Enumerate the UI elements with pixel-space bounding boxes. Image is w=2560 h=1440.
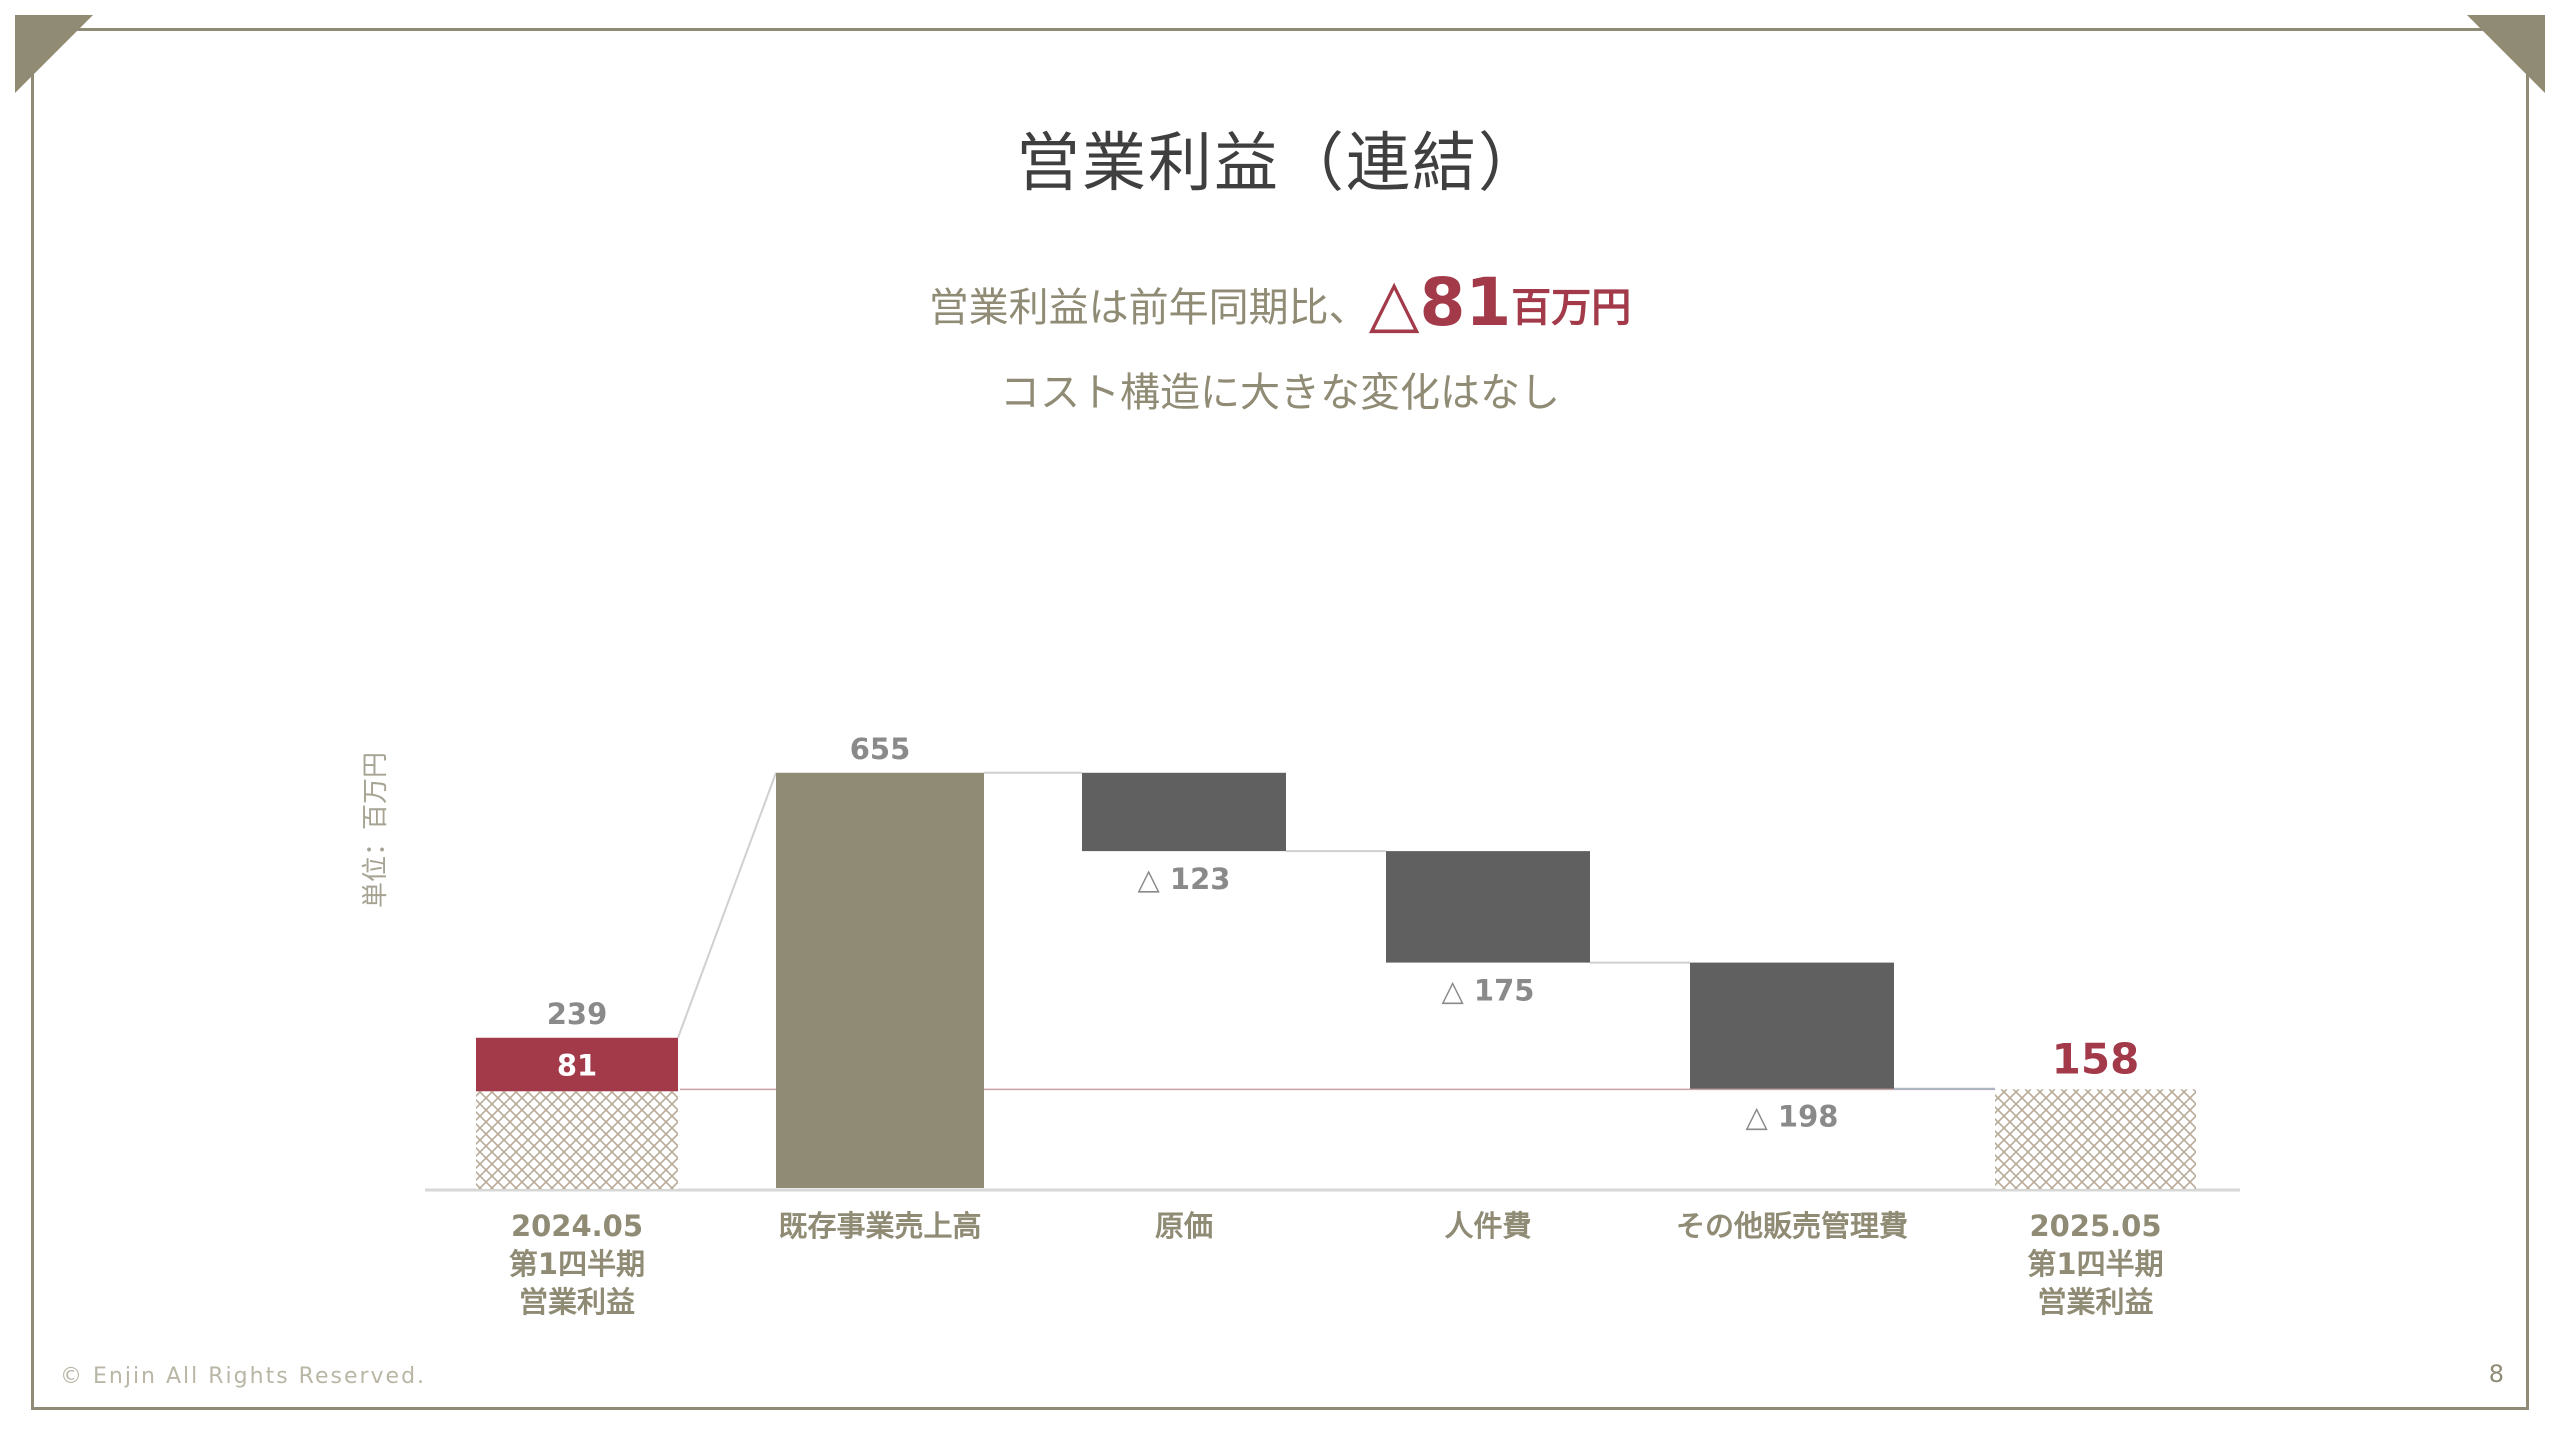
x-tick-label-0-1: 第1四半期 xyxy=(509,1247,645,1281)
page-title: 営業利益（連結） xyxy=(1016,127,1544,201)
bar-decrease-2 xyxy=(1386,851,1590,963)
bar-decrease-3 xyxy=(1690,962,1894,1089)
bar-2024-profit xyxy=(476,1037,678,1092)
subtitle-value: △81 xyxy=(1368,264,1512,341)
bar-2025-total xyxy=(1995,1089,2196,1189)
corner-decoration-top-left xyxy=(15,15,93,93)
bar-decrease-1 xyxy=(1082,772,1286,852)
subtitle-prefix: 営業利益は前年同期比、 xyxy=(928,285,1369,331)
corner-decoration-top-right xyxy=(2467,15,2545,93)
x-tick-label-5-2: 営業利益 xyxy=(2037,1285,2153,1319)
data-label-2025: 158 xyxy=(2052,1034,2140,1083)
x-tick-label-5-1: 第1四半期 xyxy=(2027,1247,2163,1281)
slide-frame xyxy=(31,28,2529,1410)
x-tick-label-2-0: 原価 xyxy=(1155,1209,1213,1243)
data-label-sales: 655 xyxy=(850,732,911,766)
x-tick-label-0-0: 2024.05 xyxy=(511,1209,643,1243)
data-label-2024-inner: 81 xyxy=(557,1049,597,1083)
bar-sales xyxy=(776,772,984,1188)
x-tick-label-1-0: 既存事業売上高 xyxy=(778,1209,981,1243)
data-label-decrease-3: △ 198 xyxy=(1746,1100,1839,1134)
subtitle-line-1: 営業利益は前年同期比、△81百万円 xyxy=(0,268,2560,343)
copyright-text: © Enjin All Rights Reserved. xyxy=(60,1364,427,1389)
x-tick-label-3-0: 人件費 xyxy=(1444,1209,1531,1243)
y-axis-unit-label: 単位：百万円 xyxy=(361,752,391,908)
x-tick-label-5-0: 2025.05 xyxy=(2029,1209,2161,1243)
bar-2024-base xyxy=(476,1091,678,1189)
connector-0 xyxy=(677,772,777,1039)
data-label-decrease-2: △ 175 xyxy=(1442,974,1535,1008)
page-number: 8 xyxy=(2488,1360,2504,1388)
subtitle-line-2: コスト構造に大きな変化はなし xyxy=(1000,370,1560,416)
data-label-2024: 239 xyxy=(547,997,608,1031)
x-tick-label-0-2: 営業利益 xyxy=(519,1285,635,1319)
data-label-decrease-1: △ 123 xyxy=(1138,862,1231,896)
subtitle-unit: 百万円 xyxy=(1511,285,1632,331)
x-tick-label-4-0: その他販売管理費 xyxy=(1676,1209,1908,1243)
